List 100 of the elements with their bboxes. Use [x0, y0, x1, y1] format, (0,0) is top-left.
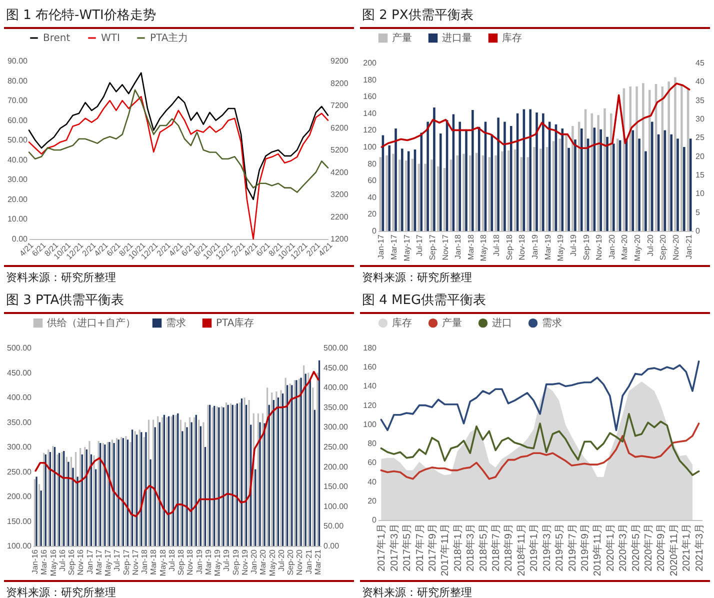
x-tick-label: May-16 — [48, 548, 58, 576]
y2-tick-label: 35 — [696, 96, 705, 105]
line-series — [380, 422, 700, 480]
x-tick-label: 2018年5月 — [477, 524, 490, 572]
x-tick-label: 2018年1月 — [452, 524, 464, 572]
y-tick-label: 120 — [363, 126, 378, 135]
y-tick-label: 500.00 — [7, 344, 32, 352]
y-tick-label: 180 — [363, 75, 378, 84]
bar — [504, 122, 506, 231]
y-tick-label: 100.00 — [7, 542, 32, 550]
x-tick-label: Nov-20 — [295, 548, 304, 576]
y2-tick-label: 300.00 — [324, 422, 349, 432]
line-series — [34, 370, 320, 518]
y2-tick-label: 8200 — [330, 78, 349, 88]
bar — [401, 148, 404, 231]
y2-tick-label: 15 — [696, 170, 705, 180]
line-series — [28, 96, 329, 240]
y2-tick-label: 50.00 — [324, 522, 344, 531]
x-tick-label: Jan-18 — [454, 234, 463, 259]
y2-tick-label: 10 — [696, 189, 705, 198]
x-tick-label: Jan-16 — [30, 548, 40, 574]
x-tick-label: Mar-17 — [390, 234, 399, 260]
x-tick-label: May-18 — [158, 548, 168, 576]
y2-tick-label: 2200 — [330, 212, 349, 222]
x-tick-label: Nov-19 — [240, 548, 250, 576]
x-tick-label: Jan-21 — [304, 548, 314, 574]
y2-tick-label: 0.00 — [324, 542, 340, 550]
y-tick-label: 140 — [363, 108, 378, 118]
y-tick-label: 120 — [363, 400, 378, 410]
y-tick-label: 350.00 — [7, 418, 32, 427]
bar — [529, 109, 532, 231]
y-tick-label: 400.00 — [7, 393, 32, 402]
x-tick-label: 2020年9月 — [655, 524, 668, 572]
x-tick-label: 2017年9月 — [426, 524, 438, 572]
x-tick-label: Jul-16 — [58, 548, 67, 572]
bar — [472, 110, 474, 231]
y-tick-label: 200.00 — [7, 492, 32, 501]
bar — [439, 134, 442, 231]
y-tick-label: 180 — [363, 344, 378, 352]
legend-label: 进口 — [492, 317, 512, 330]
bar — [670, 134, 672, 231]
legend-label: 产量 — [392, 32, 412, 44]
x-tick-label: Sep-20 — [286, 548, 296, 576]
bar — [458, 122, 461, 231]
y2-tick-label: 7200 — [330, 101, 349, 110]
y2-tick-label: 45 — [696, 58, 705, 68]
y-tick-label: 40 — [368, 477, 378, 486]
y2-tick-label: 450.00 — [324, 363, 349, 372]
x-tick-label: May-19 — [213, 548, 222, 576]
x-tick-label: May-20 — [633, 234, 642, 262]
y2-tick-label: 20 — [696, 152, 705, 161]
x-tick-label: 2019年11月 — [592, 524, 604, 576]
x-tick-label: 2019年5月 — [554, 524, 566, 572]
x-tick-label: Jul-20 — [646, 234, 655, 256]
x-tick-label: Sep-19 — [582, 234, 591, 260]
x-tick-label: Jul-19 — [222, 548, 232, 572]
bar — [644, 151, 647, 231]
y-tick-label: 90.00 — [7, 56, 28, 66]
chart-title: 图 4 MEG供需平衡表 — [360, 289, 710, 314]
x-tick-label: 2017年1月 — [376, 524, 388, 572]
y-tick-label: 60.00 — [7, 116, 28, 125]
line-series — [380, 82, 690, 150]
y-tick-label: 450.00 — [7, 368, 32, 378]
bar — [574, 139, 576, 231]
x-tick-label: Jan-20 — [607, 234, 616, 259]
bar — [497, 118, 500, 231]
y-tick-label: 50.00 — [7, 136, 28, 145]
x-tick-label: Mar-16 — [40, 548, 49, 575]
y2-tick-label: 200.00 — [324, 462, 349, 472]
y2-tick-label: 500.00 — [324, 344, 349, 352]
line-series — [380, 360, 700, 432]
bar — [388, 145, 390, 231]
x-tick-label: May-17 — [104, 548, 113, 576]
text: 资料来源：研究所整理 — [360, 580, 710, 598]
x-tick-label: May-18 — [479, 234, 488, 262]
x-tick-label: Jan-21 — [684, 234, 694, 259]
x-tick-label: 2019年1月 — [528, 524, 540, 572]
y2-tick-label: 6200 — [330, 123, 349, 132]
x-tick-label: May-20 — [268, 548, 277, 576]
x-tick-label: Jul-17 — [415, 234, 424, 256]
x-tick-label: Nov-17 — [130, 548, 140, 576]
x-tick-label: 2020年11月 — [668, 524, 680, 576]
bar — [580, 128, 583, 231]
x-tick-label: Nov-19 — [594, 234, 604, 260]
x-tick-label: Jul-18 — [167, 548, 176, 572]
legend-label: 产量 — [442, 317, 462, 330]
y-tick-label: 140 — [363, 382, 378, 391]
x-tick-label: Jul-17 — [112, 548, 122, 572]
y-tick-label: 80 — [368, 439, 378, 448]
chart-title: 图 3 PTA供需平衡表 — [4, 289, 354, 314]
bar — [650, 122, 654, 231]
legend-label: 需求 — [166, 317, 186, 330]
bar — [433, 108, 436, 231]
bar — [426, 122, 429, 231]
x-tick-label: Mar-20 — [620, 234, 630, 260]
y2-tick-label: 0 — [696, 226, 700, 236]
bar — [683, 147, 686, 231]
y-tick-label: 70.00 — [7, 96, 28, 106]
legend-label: PTA库存 — [216, 317, 254, 330]
x-tick-label: 2018年3月 — [464, 524, 477, 572]
